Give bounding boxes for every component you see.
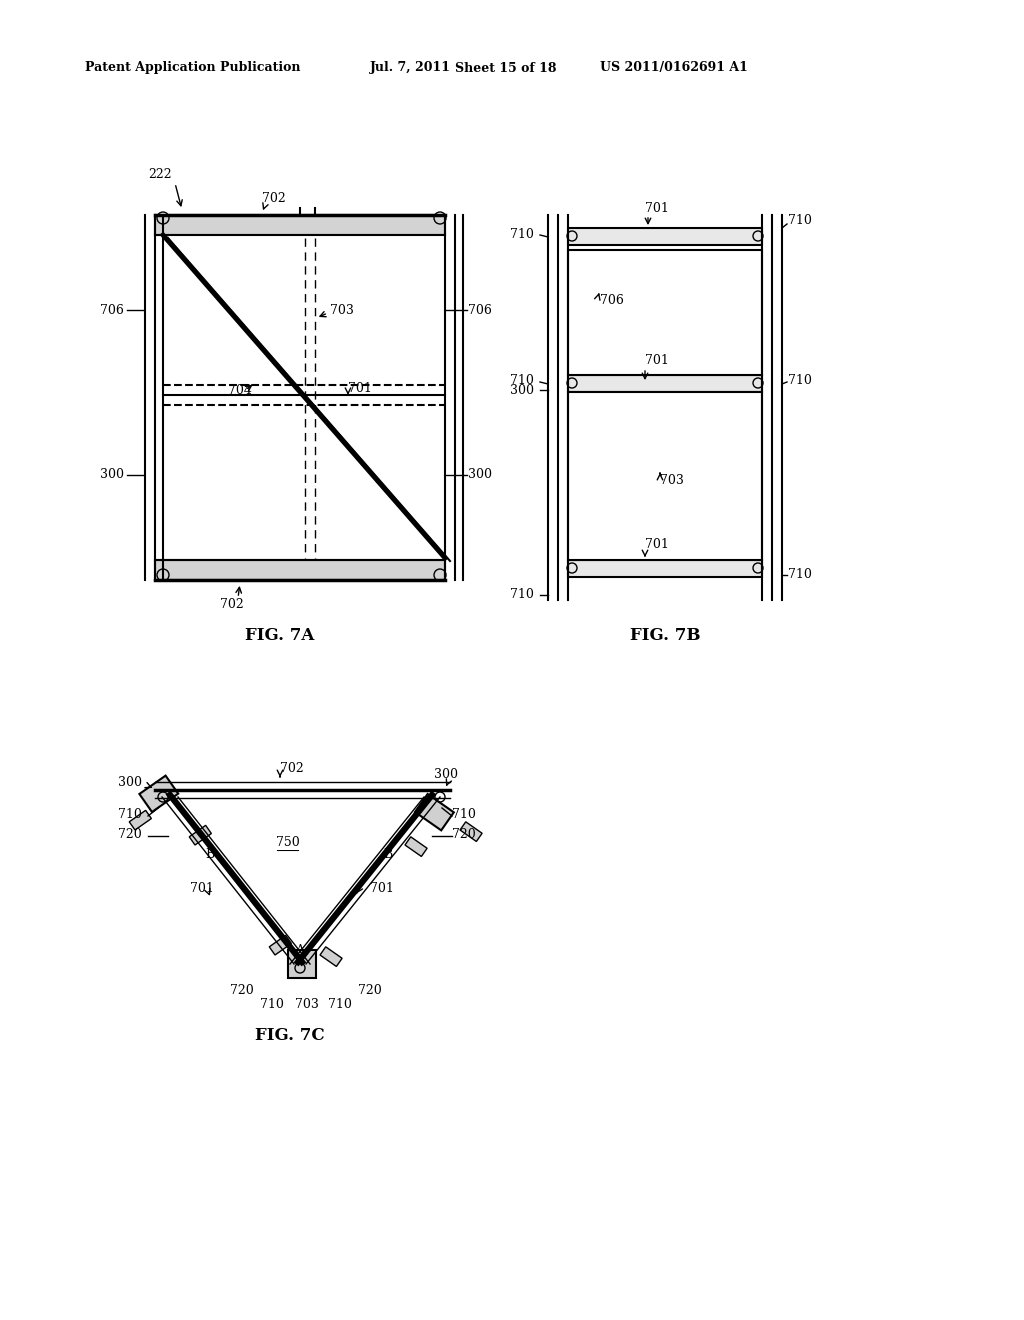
Text: 720: 720 (230, 983, 254, 997)
Text: 702: 702 (262, 191, 286, 205)
Text: US 2011/0162691 A1: US 2011/0162691 A1 (600, 62, 748, 74)
Bar (415, 793, 454, 830)
Text: FIG. 7A: FIG. 7A (246, 627, 314, 644)
Text: 701: 701 (348, 381, 372, 395)
Text: 300: 300 (434, 768, 458, 781)
Text: 701: 701 (190, 882, 214, 895)
Text: 300: 300 (118, 776, 142, 789)
Text: 750: 750 (276, 837, 300, 850)
Text: 720: 720 (118, 829, 141, 842)
Text: 706: 706 (468, 304, 492, 317)
Text: 300: 300 (100, 469, 124, 482)
Bar (129, 810, 152, 830)
Text: 300: 300 (510, 384, 534, 396)
Bar (155, 215, 445, 235)
Text: 300: 300 (468, 469, 492, 482)
Text: 701: 701 (645, 354, 669, 367)
Text: A: A (296, 944, 304, 957)
Bar (568, 228, 762, 246)
Text: 710: 710 (510, 374, 534, 387)
Bar (568, 249, 762, 375)
Text: 710: 710 (788, 569, 812, 582)
Text: Patent Application Publication: Patent Application Publication (85, 62, 300, 74)
Text: 701: 701 (645, 202, 669, 214)
Text: 702: 702 (280, 762, 304, 775)
Bar (139, 776, 178, 812)
Text: 720: 720 (452, 829, 476, 842)
Text: Jul. 7, 2011: Jul. 7, 2011 (370, 62, 451, 74)
Text: 706: 706 (100, 304, 124, 317)
Bar (163, 235, 445, 558)
Bar (189, 825, 211, 845)
Text: 710: 710 (788, 374, 812, 387)
Text: 703: 703 (660, 474, 684, 487)
Text: B: B (206, 849, 215, 862)
Text: 710: 710 (118, 808, 142, 821)
Text: FIG. 7B: FIG. 7B (630, 627, 700, 644)
Text: B: B (383, 849, 392, 862)
Bar (406, 837, 427, 857)
Text: 710: 710 (328, 998, 352, 1011)
Text: 710: 710 (788, 214, 812, 227)
Text: 710: 710 (510, 589, 534, 602)
Bar (319, 946, 342, 966)
Bar (568, 392, 762, 560)
Bar (568, 560, 762, 577)
Text: 222: 222 (148, 169, 172, 181)
Bar (155, 560, 445, 579)
Text: 701: 701 (645, 539, 669, 552)
Text: 702: 702 (220, 598, 244, 611)
Text: 703: 703 (295, 998, 318, 1011)
Text: 701: 701 (370, 882, 394, 895)
Text: 710: 710 (510, 228, 534, 242)
Text: 704: 704 (228, 384, 252, 396)
Text: 710: 710 (452, 808, 476, 821)
Text: FIG. 7C: FIG. 7C (255, 1027, 325, 1044)
Bar (460, 822, 482, 841)
Bar (568, 375, 762, 392)
Text: 710: 710 (260, 998, 284, 1011)
Text: Sheet 15 of 18: Sheet 15 of 18 (455, 62, 556, 74)
Text: 706: 706 (600, 293, 624, 306)
Bar (288, 950, 316, 978)
Text: 703: 703 (330, 304, 354, 317)
Text: 720: 720 (358, 983, 382, 997)
Bar (269, 936, 292, 954)
